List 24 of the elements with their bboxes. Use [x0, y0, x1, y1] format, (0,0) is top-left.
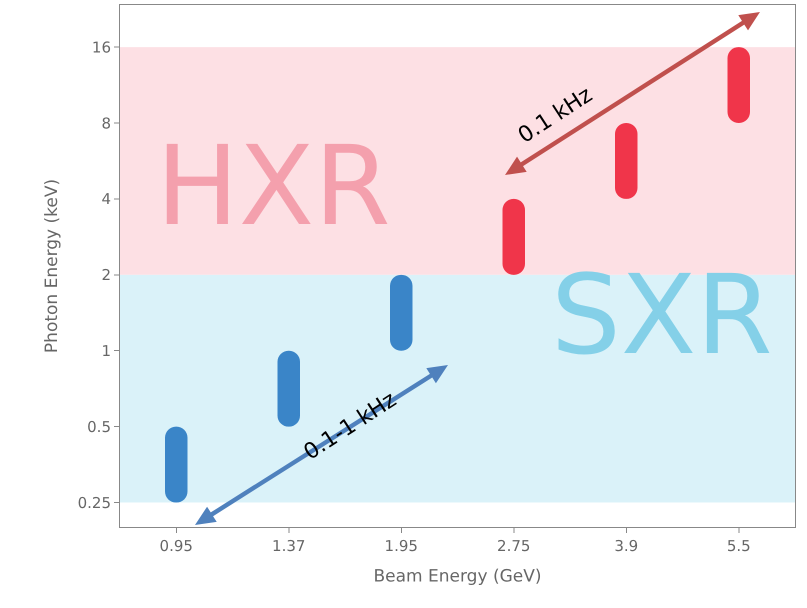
bar	[502, 198, 525, 275]
y-tick-label: 8	[101, 114, 111, 132]
y-tick-label: 1	[101, 342, 111, 360]
y-axis-title: Photon Energy (keV)	[42, 178, 62, 354]
x-tick-label: 1.95	[384, 537, 418, 555]
annotation: 0.1 kHz	[514, 82, 597, 149]
y-tick-label: 2	[101, 266, 111, 284]
x-axis-title: Beam Energy (GeV)	[374, 566, 542, 586]
bar	[390, 274, 412, 351]
band-label: HXR	[156, 122, 391, 250]
bar	[165, 426, 188, 503]
x-tick-label: 2.75	[497, 537, 530, 555]
x-tick-label: 0.95	[160, 537, 193, 555]
band-label: SXR	[551, 251, 773, 379]
bar	[728, 47, 750, 124]
bar	[615, 123, 638, 199]
x-tick-label: 1.37	[272, 537, 306, 555]
y-tick-label: 0.5	[87, 418, 111, 436]
y-tick-label: 16	[92, 38, 111, 56]
x-tick-label: 5.5	[726, 537, 751, 555]
y-tick-label: 4	[101, 190, 111, 208]
y-tick-label: 0.25	[78, 494, 111, 512]
x-tick-label: 3.9	[614, 537, 638, 555]
bar	[278, 350, 300, 427]
